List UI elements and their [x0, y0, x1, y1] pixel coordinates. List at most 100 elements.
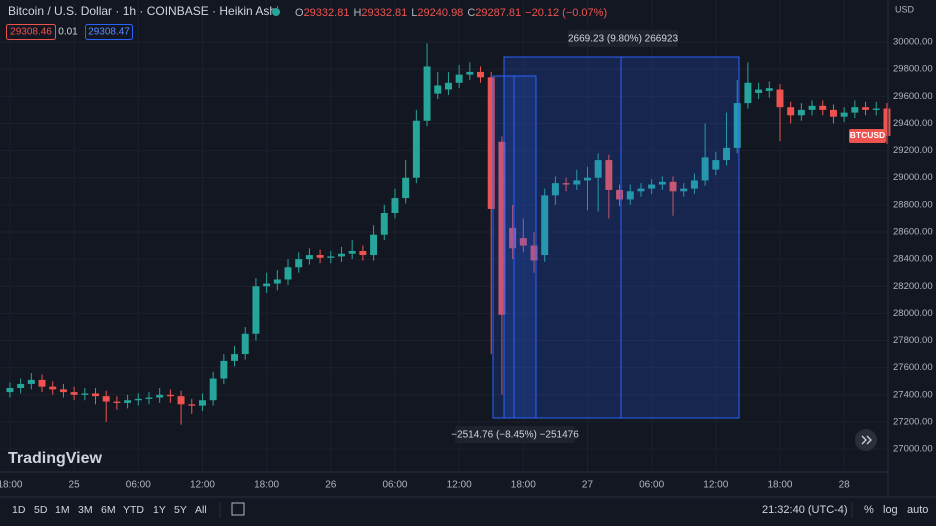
- candle-body: [284, 267, 292, 280]
- interval-button[interactable]: 1M: [55, 504, 70, 516]
- candle-body: [188, 404, 196, 406]
- candle-body: [626, 191, 634, 200]
- candle-body: [423, 66, 431, 121]
- candle-body: [359, 250, 367, 256]
- candle-body: [380, 213, 388, 235]
- scale-option[interactable]: log: [883, 504, 898, 516]
- last-price-label: BTCUSD: [850, 130, 885, 140]
- x-tick-label: 18:00: [767, 480, 792, 491]
- y-tick-label: 30000.00: [893, 37, 933, 48]
- candle-body: [27, 379, 35, 384]
- candle-body: [883, 108, 891, 136]
- plot-area: [6, 43, 891, 425]
- candle-body: [295, 259, 303, 268]
- ohlc-value: 29332.81: [361, 7, 407, 19]
- clock: 21:32:40 (UTC-4): [762, 504, 848, 516]
- candle-body: [509, 227, 517, 249]
- x-tick-label: 06:00: [126, 480, 151, 491]
- bid-box[interactable]: [6, 24, 56, 40]
- candle-body: [113, 401, 121, 403]
- interval-button[interactable]: 5Y: [174, 504, 187, 516]
- candle-body: [562, 183, 570, 185]
- x-tick-label: 25: [69, 480, 81, 491]
- candle-body: [605, 160, 613, 190]
- y-tick-label: 29200.00: [893, 145, 933, 156]
- y-tick-label: 27400.00: [893, 389, 933, 400]
- candle-body: [402, 177, 410, 199]
- scale-option[interactable]: auto: [907, 504, 928, 516]
- candle-body: [92, 393, 99, 397]
- candle-body: [49, 386, 57, 390]
- status-dot: [272, 8, 280, 16]
- candle-body: [156, 394, 164, 398]
- y-tick-label: 29600.00: [893, 91, 933, 102]
- watermark: TradingView: [8, 450, 103, 467]
- candle-body: [862, 107, 870, 110]
- x-tick-label: 06:00: [639, 480, 664, 491]
- candle-body: [840, 112, 848, 117]
- interval-button[interactable]: All: [195, 504, 207, 516]
- candle-body: [594, 160, 602, 178]
- candle-body: [744, 82, 752, 104]
- interval-button[interactable]: 1D: [12, 504, 26, 516]
- x-tick-label: 18:00: [254, 480, 279, 491]
- candle-body: [338, 253, 345, 257]
- scale-option[interactable]: %: [864, 504, 874, 516]
- candle-body: [723, 147, 730, 161]
- y-tick-label: 28000.00: [893, 308, 933, 319]
- ohlc-key: L: [411, 7, 417, 19]
- candle-body: [305, 255, 313, 260]
- y-tick-label: 27000.00: [893, 444, 933, 455]
- y-tick-label: 28200.00: [893, 281, 933, 292]
- candle-body: [124, 400, 132, 403]
- candle-body: [519, 238, 527, 246]
- candle-body: [637, 188, 645, 192]
- candle-body: [17, 383, 25, 389]
- y-tick-label: 27800.00: [893, 335, 933, 346]
- ohlc-value: 29287.81: [475, 7, 521, 19]
- interval-button[interactable]: 1Y: [153, 504, 166, 516]
- candle-body: [477, 71, 484, 78]
- candle-body: [348, 250, 356, 254]
- candle-body: [787, 107, 795, 116]
- y-tick-label: 28400.00: [893, 254, 933, 265]
- candle-body: [808, 105, 816, 110]
- candle-body: [755, 89, 763, 93]
- candle-body: [70, 392, 78, 395]
- x-tick-label: 27: [582, 480, 594, 491]
- candle-body: [252, 286, 260, 334]
- scroll-icon: [861, 435, 872, 445]
- toolbar: 1D 5D 1M 3M 6M YTD 1Y 5Y All 21:32:40 (UTC-4)% log…: [12, 502, 928, 518]
- currency[interactable]: USD: [895, 4, 915, 14]
- x-tick-label: 12:00: [703, 480, 728, 491]
- y-tick-label: 29800.00: [893, 64, 933, 75]
- candle-body: [177, 396, 185, 405]
- last-price-box: [849, 128, 886, 143]
- candle-body: [412, 120, 420, 178]
- interval-button[interactable]: 3M: [78, 504, 93, 516]
- ohlc-value: 29332.81: [304, 7, 350, 19]
- candle-body: [370, 234, 378, 256]
- candle-body: [583, 177, 591, 181]
- candle-body: [487, 77, 495, 209]
- candle-body: [263, 283, 271, 287]
- candle-body: [81, 393, 89, 395]
- spread: 0.01: [58, 27, 78, 38]
- interval-button[interactable]: 6M: [101, 504, 116, 516]
- candle-body: [669, 181, 677, 192]
- interval-button[interactable]: YTD: [123, 504, 144, 516]
- ask-price: 29308.47: [88, 27, 130, 38]
- ask-box[interactable]: [85, 24, 133, 40]
- candle-body: [765, 88, 773, 91]
- y-tick-label: 29000.00: [893, 172, 933, 183]
- annotation: 2669.23 (9.80%) 266923: [568, 34, 679, 45]
- candle-body: [134, 398, 142, 401]
- candle-body: [145, 397, 153, 399]
- candle-body: [680, 188, 688, 192]
- x-tick-label: 28: [839, 480, 851, 491]
- date-range-icon[interactable]: [231, 502, 245, 516]
- candle-body: [551, 183, 559, 196]
- y-tick-label: 28800.00: [893, 199, 933, 210]
- interval-button[interactable]: 5D: [34, 504, 48, 516]
- candle-body: [829, 109, 837, 117]
